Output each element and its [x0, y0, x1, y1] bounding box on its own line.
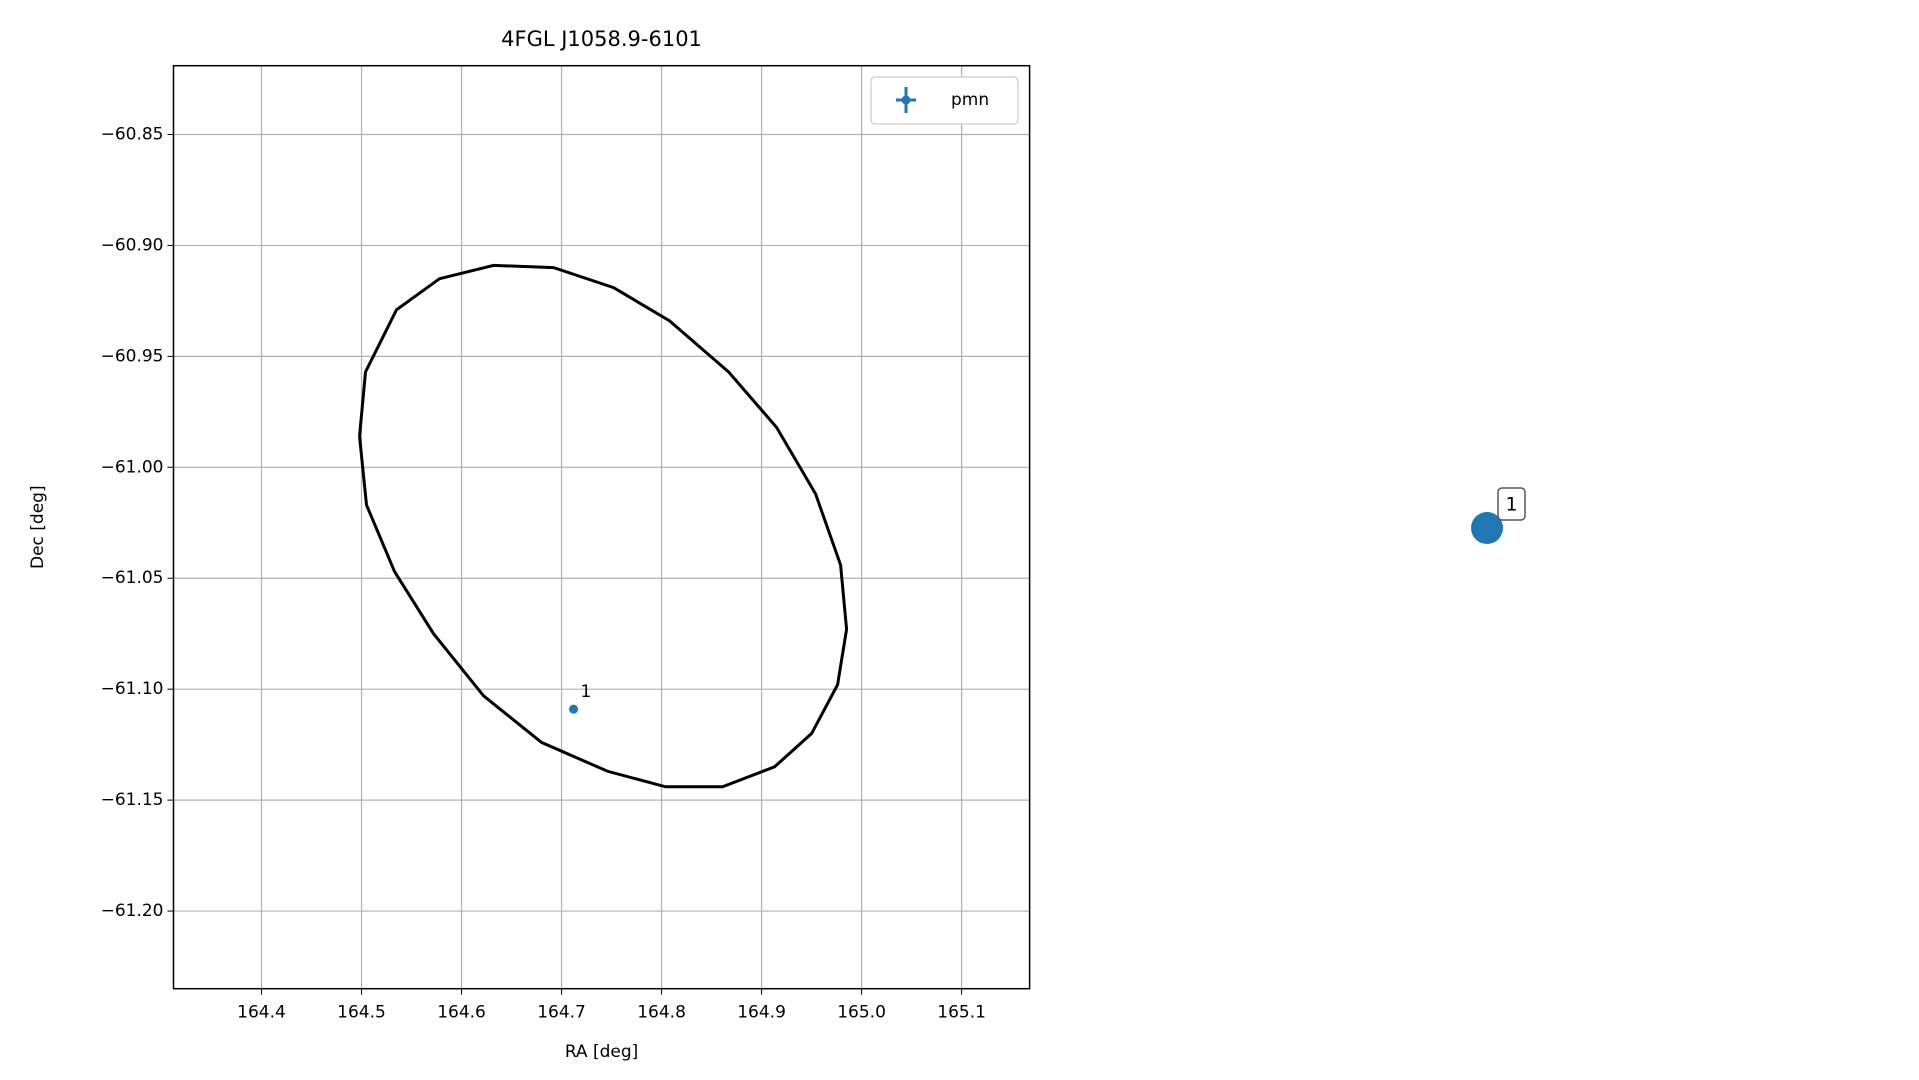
legend-box — [870, 76, 1019, 125]
y-tick-label: −61.15 — [101, 790, 164, 810]
y-tick-label: −60.85 — [101, 124, 164, 144]
y-tick-label: −61.20 — [101, 901, 164, 921]
point-label: 1 — [581, 682, 592, 702]
x-tick-label: 164.6 — [437, 1003, 486, 1023]
point — [569, 704, 579, 714]
x-axis-label: RA [deg] — [565, 1042, 638, 1062]
x-tick-label: 164.9 — [737, 1003, 786, 1023]
x-tick-label: 164.5 — [337, 1003, 386, 1023]
legend-label: pmn — [951, 90, 989, 110]
marker-dot — [1471, 512, 1503, 544]
y-tick-label: −61.00 — [101, 457, 164, 477]
marker-label-box — [1497, 487, 1526, 521]
error-ellipse — [358, 263, 849, 789]
y-tick-label: −60.90 — [101, 235, 164, 255]
x-tick-label: 165.1 — [937, 1003, 986, 1023]
y-tick-label: −61.05 — [101, 568, 164, 588]
x-tick-label: 164.7 — [537, 1003, 586, 1023]
marker-label: 1 — [1505, 494, 1517, 516]
chart-title: 4FGL J1058.9-6101 — [501, 27, 702, 51]
x-tick-label: 164.8 — [637, 1003, 686, 1023]
y-tick-label: −61.10 — [101, 679, 164, 699]
x-tick-label: 165.0 — [837, 1003, 886, 1023]
y-axis-label: Dec [deg] — [28, 485, 48, 569]
plot-frame — [172, 64, 1031, 990]
y-tick-label: −60.95 — [101, 346, 164, 366]
x-tick-label: 164.4 — [237, 1003, 286, 1023]
legend-marker — [901, 95, 911, 105]
